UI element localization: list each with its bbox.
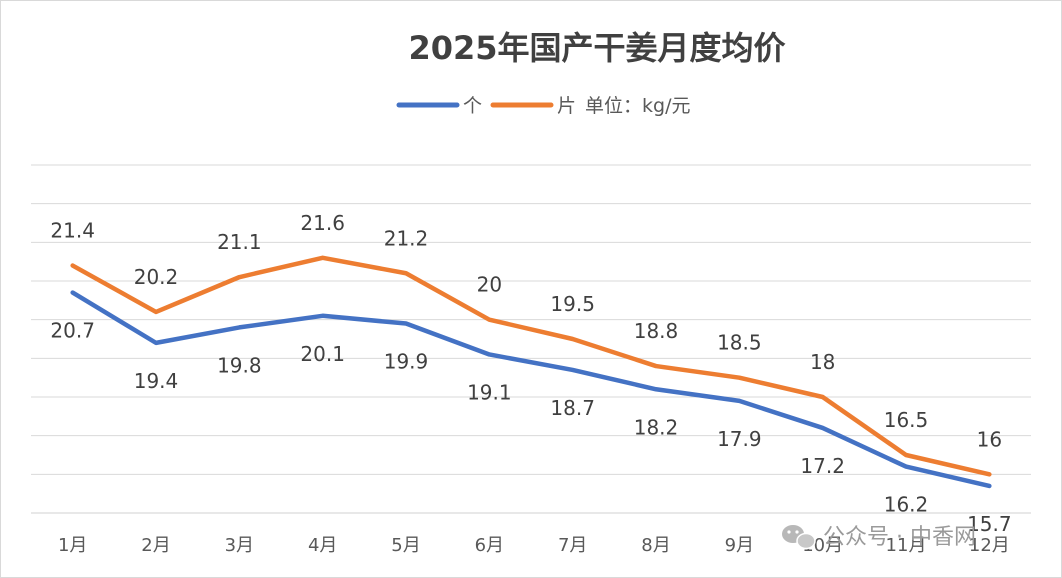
data-label: 21.1 bbox=[217, 230, 262, 254]
data-label: 16 bbox=[977, 427, 1002, 451]
legend-unit-note: 单位：kg/元 bbox=[585, 95, 690, 117]
data-label: 18.5 bbox=[717, 331, 762, 355]
data-label: 19.9 bbox=[384, 350, 429, 374]
series-lines bbox=[70, 255, 992, 489]
data-label: 21.2 bbox=[384, 226, 429, 250]
x-axis-ticks: 1月 2月 3月 4月 5月 6月 7月 8月 9月 10月 11月 12月 bbox=[58, 535, 1010, 556]
data-label: 19.4 bbox=[134, 369, 179, 393]
gridlines bbox=[31, 164, 1031, 514]
data-label: 17.9 bbox=[717, 427, 762, 451]
series-line-ge bbox=[70, 290, 992, 489]
watermark-text: 公众号 · 中香网 bbox=[823, 525, 976, 550]
data-label: 21.6 bbox=[300, 211, 345, 235]
data-label: 18.7 bbox=[550, 396, 595, 420]
series-line-pian bbox=[70, 255, 992, 477]
data-label: 19.8 bbox=[217, 353, 262, 377]
data-label: 15.7 bbox=[967, 512, 1012, 536]
legend: 个 片 单位：kg/元 bbox=[396, 95, 690, 117]
data-labels: 20.7 19.4 19.8 20.1 19.9 19.1 18.7 18.2 17.9 17.2… bbox=[50, 211, 1011, 536]
x-tick-label: 9月 bbox=[725, 535, 754, 556]
data-label: 16.2 bbox=[884, 493, 929, 517]
data-label: 20.7 bbox=[50, 319, 95, 343]
watermark: 公众号 · 中香网 bbox=[782, 525, 976, 550]
data-label: 20.1 bbox=[300, 342, 345, 366]
data-label: 18.2 bbox=[634, 415, 679, 439]
x-tick-label: 4月 bbox=[308, 535, 337, 556]
legend-label-pian: 片 bbox=[557, 95, 576, 117]
x-tick-label: 8月 bbox=[641, 535, 670, 556]
chart-title: 2025年国产干姜月度均价 bbox=[408, 29, 785, 67]
data-label: 18 bbox=[810, 350, 835, 374]
x-tick-label: 1月 bbox=[58, 535, 87, 556]
x-tick-label: 7月 bbox=[558, 535, 587, 556]
data-label: 19.1 bbox=[467, 380, 512, 404]
data-label: 21.4 bbox=[50, 219, 95, 243]
data-label: 17.2 bbox=[800, 454, 845, 478]
data-label: 18.8 bbox=[634, 319, 679, 343]
x-tick-label: 6月 bbox=[475, 535, 504, 556]
x-tick-label: 11月 bbox=[886, 535, 927, 556]
x-tick-label: 5月 bbox=[391, 535, 420, 556]
wechat-icon bbox=[782, 525, 816, 550]
legend-label-ge: 个 bbox=[463, 95, 482, 117]
data-label: 19.5 bbox=[550, 292, 595, 316]
data-label: 20.2 bbox=[134, 265, 179, 289]
x-tick-label: 12月 bbox=[969, 535, 1010, 556]
x-tick-label: 3月 bbox=[225, 535, 254, 556]
data-label: 20 bbox=[477, 273, 502, 297]
data-label: 16.5 bbox=[884, 408, 929, 432]
x-tick-label: 2月 bbox=[141, 535, 170, 556]
